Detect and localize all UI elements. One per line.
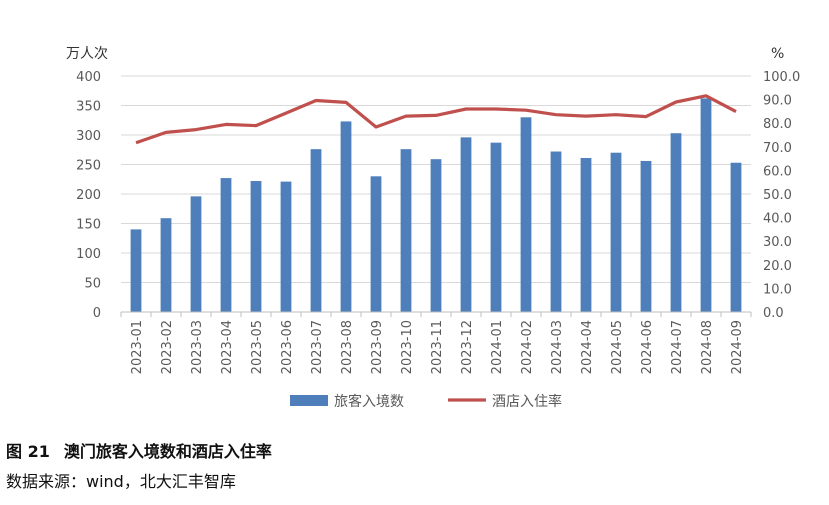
right-tick-label: 100.0 — [763, 70, 800, 85]
x-tick-label: 2024-06 — [640, 320, 655, 374]
line-series-occupancy — [135, 94, 737, 145]
x-tick-label: 2023-03 — [190, 320, 205, 374]
bar — [310, 149, 322, 312]
right-tick-label: 10.0 — [763, 282, 792, 297]
bar — [580, 158, 592, 312]
bar — [340, 121, 352, 313]
right-tick-label: 60.0 — [763, 164, 792, 179]
left-axis-unit: 万人次 — [66, 46, 108, 62]
x-tick-label: 2023-06 — [280, 320, 295, 374]
left-tick-label: 0 — [93, 306, 101, 321]
bar — [520, 117, 532, 312]
left-tick-label: 250 — [76, 159, 101, 174]
right-tick-label: 90.0 — [763, 94, 792, 109]
x-tick-label: 2023-11 — [430, 320, 445, 374]
x-tick-label: 2024-02 — [520, 320, 535, 374]
right-tick-label: 0.0 — [763, 306, 784, 321]
legend-label-visitors: 旅客入境数 — [334, 393, 404, 410]
right-tick-label: 30.0 — [763, 235, 792, 250]
x-tick-label: 2023-04 — [220, 320, 235, 374]
legend-label-occupancy: 酒店入住率 — [492, 393, 562, 410]
bar — [130, 229, 142, 312]
bar — [250, 181, 262, 312]
x-tick-label: 2023-10 — [400, 320, 415, 374]
bar — [190, 196, 202, 312]
bar — [280, 181, 292, 312]
bar — [400, 149, 412, 312]
bar — [730, 162, 742, 312]
left-axis: 0 50 100 150 200 250 300 350 400 — [76, 70, 101, 321]
x-axis: 2023-01 2023-02 2023-03 2023-04 2023-05 2023-… — [120, 312, 752, 374]
left-tick-label: 100 — [76, 247, 101, 262]
bar — [550, 151, 562, 312]
right-tick-label: 50.0 — [763, 188, 792, 203]
bar — [220, 178, 232, 312]
right-tick-label: 70.0 — [763, 141, 792, 156]
x-tick-label: 2024-03 — [550, 320, 565, 374]
bar — [700, 98, 712, 312]
bar — [370, 176, 382, 312]
bar — [670, 133, 682, 312]
left-tick-label: 300 — [76, 129, 101, 144]
bar — [160, 218, 172, 312]
right-axis: 0.0 10.0 20.0 30.0 40.0 50.0 60.0 70.0 80.0 90.0 1… — [763, 70, 800, 321]
figure-caption: 图 21 澳门旅客入境数和酒店入住率 — [6, 438, 272, 462]
bar — [430, 159, 442, 312]
bar — [610, 152, 622, 312]
x-tick-label: 2024-09 — [730, 320, 745, 374]
x-tick-label: 2023-12 — [460, 320, 475, 374]
x-tick-label: 2023-07 — [310, 320, 325, 374]
x-tick-label: 2023-02 — [160, 320, 175, 374]
figure-label: 图 21 — [6, 442, 50, 461]
x-tick-label: 2024-01 — [490, 320, 505, 374]
right-tick-label: 40.0 — [763, 212, 792, 227]
legend-swatch-visitors — [290, 395, 328, 406]
bar — [460, 137, 472, 312]
x-tick-label: 2023-09 — [370, 320, 385, 374]
right-tick-label: 80.0 — [763, 117, 792, 132]
figure-source: 数据来源：wind，北大汇丰智库 — [6, 472, 236, 491]
left-tick-label: 50 — [84, 277, 101, 292]
right-axis-unit: % — [771, 46, 784, 62]
x-tick-label: 2024-04 — [580, 320, 595, 374]
x-tick-label: 2023-08 — [340, 320, 355, 374]
x-tick-label: 2024-08 — [700, 320, 715, 374]
bar-series-visitors — [130, 98, 742, 313]
bar — [640, 160, 652, 312]
x-tick-label: 2023-05 — [250, 320, 265, 374]
chart: 万人次 % 0 50 100 150 200 250 300 350 400 0.0 10.0 20… — [66, 46, 800, 410]
left-tick-label: 400 — [76, 70, 101, 85]
left-tick-label: 350 — [76, 100, 101, 115]
x-tick-label: 2023-01 — [130, 320, 145, 374]
x-tick-label: 2024-07 — [670, 320, 685, 374]
left-tick-label: 150 — [76, 218, 101, 233]
figure-title: 澳门旅客入境数和酒店入住率 — [63, 442, 272, 461]
x-tick-label: 2024-05 — [610, 320, 625, 374]
right-tick-label: 20.0 — [763, 259, 792, 274]
bar — [490, 142, 502, 312]
left-tick-label: 200 — [76, 188, 101, 203]
legend: 旅客入境数 酒店入住率 — [290, 393, 562, 410]
